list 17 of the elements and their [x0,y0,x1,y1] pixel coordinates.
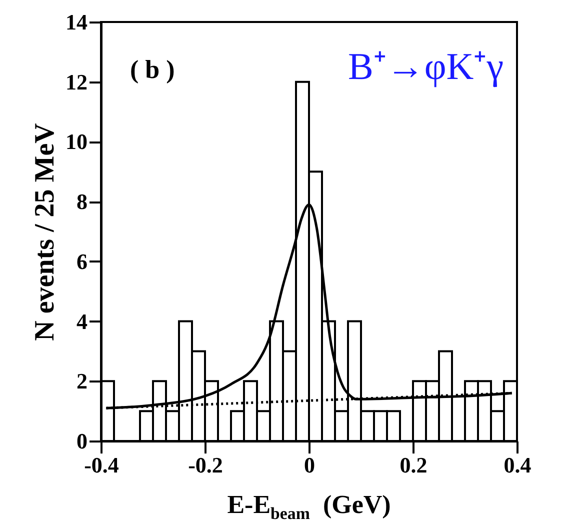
x-tick-label: 0.4 [504,452,532,478]
y-tick-label: 0 [76,428,88,454]
x-tick-label: 0.2 [400,452,428,478]
x-tick-label: -0.2 [188,452,223,478]
y-tick-label: 10 [66,129,88,154]
y-tick-label: 8 [76,189,88,214]
y-tick-label: 12 [66,69,88,94]
x-axis-title: E-E$_{beam}$ (GeV) [226,490,392,524]
y-tick-label: 14 [66,10,88,34]
annotation: ( b ) [130,55,175,85]
y-tick-label: 2 [76,368,88,394]
x-tick-label: -0.4 [84,452,119,478]
y-tick-label: 6 [76,248,88,274]
x-tick-label: 0 [304,452,315,478]
annotation: B⁺→φK⁺γ [348,45,504,90]
y-tick-label: 4 [76,308,88,334]
y-axis-title: N events / 25 MeV [30,123,60,341]
